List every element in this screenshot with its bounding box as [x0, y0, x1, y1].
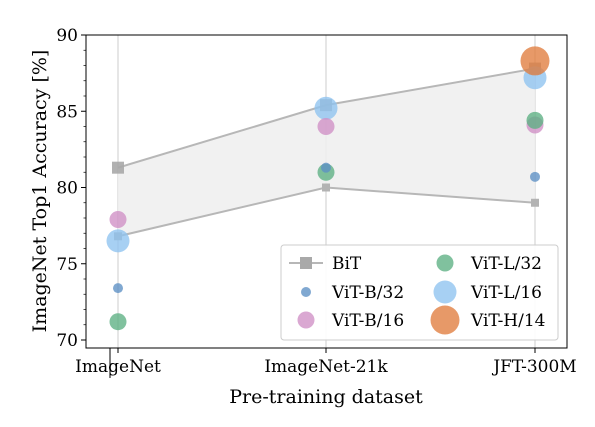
- legend-label: ViT-H/14: [470, 311, 546, 331]
- y-axis-label: ImageNet Top1 Accuracy [%]: [29, 50, 51, 333]
- point-vit-b-32: [321, 162, 331, 173]
- point-vit-l-16: [106, 229, 130, 253]
- legend-label: ViT-L/16: [470, 283, 542, 303]
- bit-lower-marker: [322, 183, 330, 192]
- point-vit-l-32: [109, 313, 127, 331]
- legend-label: ViT-B/32: [331, 283, 404, 303]
- legend-marker-vit-b-16: [297, 311, 315, 329]
- axis-ticks: 70 75 80 85 90 ImageNet ImageNet-21k JFT-300M: [56, 26, 577, 378]
- y-tick-label: 75: [56, 255, 78, 275]
- legend-label: ViT-B/16: [331, 311, 404, 331]
- x-tick-label: JFT-300M: [491, 357, 576, 377]
- y-tick-label: 90: [56, 26, 78, 46]
- point-vit-b-16: [109, 211, 127, 229]
- x-axis-label: Pre-training dataset: [229, 386, 423, 408]
- y-tick-label: 85: [56, 102, 78, 122]
- legend-label: ViT-L/32: [470, 254, 542, 274]
- point-vit-h-14: [520, 46, 550, 76]
- legend-label: BiT: [332, 254, 362, 274]
- legend-bit-marker: [300, 257, 312, 269]
- bit-lower-marker: [531, 198, 539, 207]
- point-vit-l-32: [526, 111, 544, 129]
- bit-upper-marker: [112, 161, 124, 174]
- legend-box: [280, 244, 559, 341]
- x-tick-label: ImageNet: [75, 357, 161, 377]
- legend-marker-vit-l-32: [436, 254, 454, 272]
- point-vit-l-16: [314, 96, 338, 120]
- data-points: [106, 46, 550, 331]
- point-vit-b-16: [317, 118, 335, 135]
- legend-marker-vit-b-32: [301, 287, 311, 297]
- legend-marker-vit-l-16: [433, 280, 457, 304]
- y-tick-label: 80: [56, 179, 78, 199]
- point-vit-b-32: [113, 283, 123, 294]
- y-tick-label: 70: [56, 331, 78, 351]
- legend-marker-vit-h-14: [430, 305, 460, 335]
- legend: BiT ViT-B/32 ViT-B/16 ViT-L/32 ViT-L/16 ViT-H…: [280, 244, 559, 341]
- point-vit-b-32: [530, 171, 540, 182]
- x-tick-label: ImageNet-21k: [264, 357, 388, 377]
